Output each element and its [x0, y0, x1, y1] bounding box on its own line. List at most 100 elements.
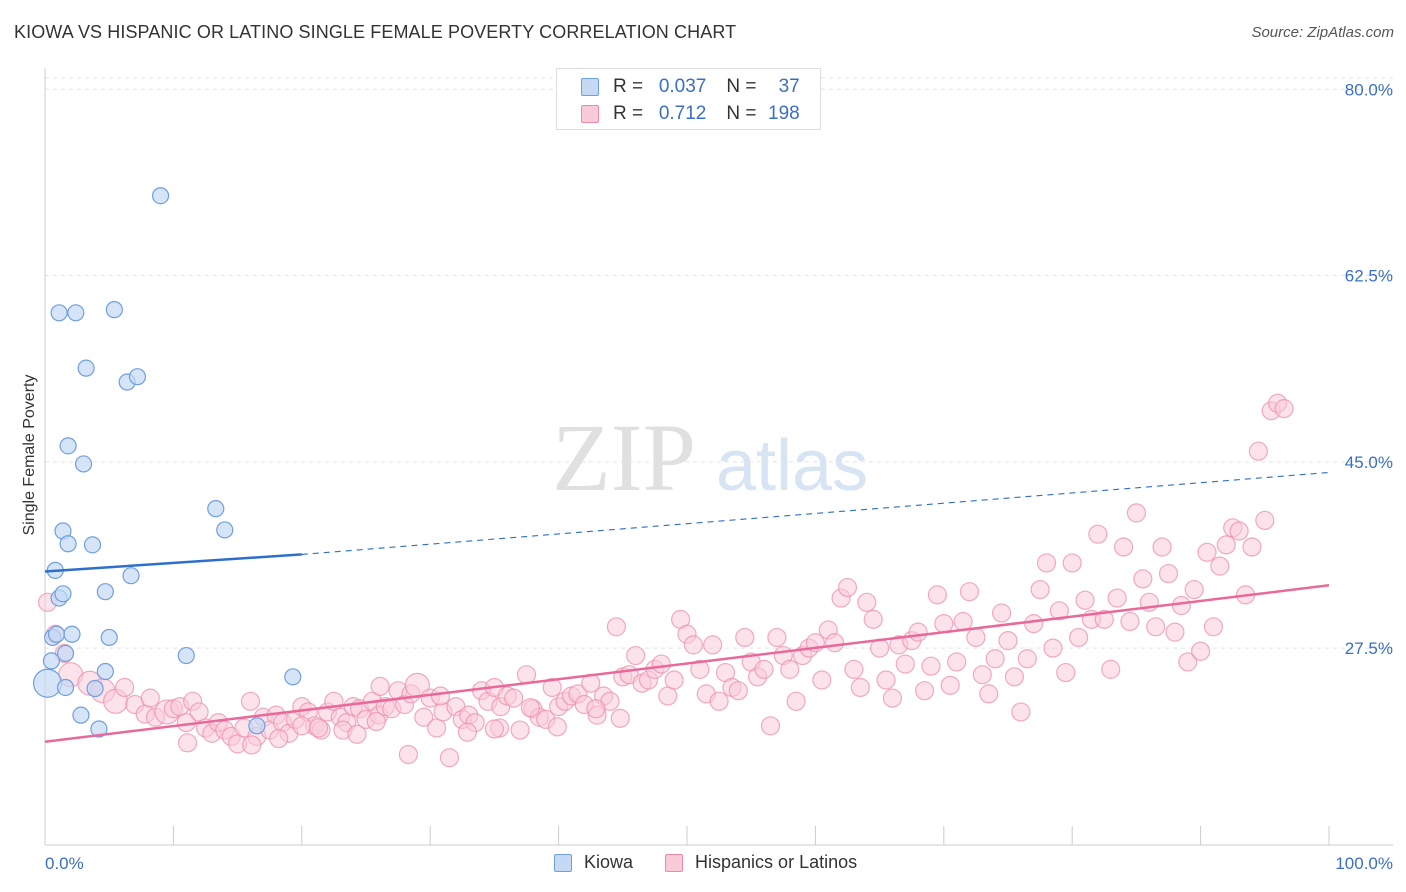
- legend-item-kiowa: Kiowa: [554, 852, 633, 873]
- kiowa-point: [151, 187, 170, 205]
- hispanic-point: [1004, 667, 1025, 687]
- hispanic-point: [1107, 588, 1127, 608]
- legend-swatch-kiowa: [581, 78, 599, 96]
- kiowa-point: [128, 368, 147, 386]
- hispanic-point: [882, 688, 903, 708]
- hispanic-point: [934, 614, 954, 634]
- hispanic-series-points: [37, 393, 1294, 768]
- watermark-atlas: atlas: [716, 426, 868, 506]
- hispanic-point: [542, 677, 562, 698]
- x-axis-tick-labels: 0.0% 100.0%: [45, 854, 1393, 873]
- hispanic-point: [953, 611, 973, 632]
- watermark-zip: ZIP: [552, 404, 696, 511]
- kiowa-point: [32, 668, 63, 698]
- legend-label-kiowa: Kiowa: [584, 852, 634, 872]
- hispanic-point: [1030, 579, 1050, 600]
- hispanic-point: [1024, 614, 1044, 634]
- legend-swatch-hispanic: [665, 853, 684, 872]
- hispanic-point: [1049, 601, 1069, 621]
- hispanic-point: [547, 717, 567, 737]
- x-axis-ticks: [44, 826, 1330, 845]
- hispanic-point: [427, 718, 447, 738]
- legend-row-kiowa: R = 0.037 N = 37: [581, 75, 800, 99]
- kiowa-point: [56, 644, 75, 663]
- hispanic-point: [366, 711, 386, 732]
- legend-swatch-kiowa: [554, 853, 572, 872]
- hispanic-point: [1203, 617, 1224, 637]
- series-legend: Kiowa Hispanics or Latinos: [554, 852, 889, 873]
- hispanic-point: [876, 670, 896, 690]
- hispanic-point: [998, 631, 1018, 651]
- trend-lines: [44, 471, 1330, 743]
- hispanic-point: [927, 585, 947, 605]
- hispanic-point: [812, 670, 832, 690]
- y-tick-label: 62.5%: [1345, 267, 1393, 286]
- hispanic-point: [1184, 579, 1204, 600]
- hispanic-point: [940, 675, 960, 695]
- axes: [44, 68, 1393, 846]
- kiowa-point: [47, 625, 66, 643]
- hispanic-point: [1036, 553, 1057, 573]
- hispanic-point: [947, 652, 967, 672]
- hispanic-point: [863, 609, 883, 629]
- hispanic-point: [1146, 617, 1166, 637]
- hispanic-point: [414, 707, 434, 727]
- kiowa-point: [122, 567, 140, 585]
- hispanic-point: [825, 633, 845, 653]
- hispanic-point: [1197, 542, 1217, 562]
- x-tick-label-max: 100.0%: [1335, 854, 1393, 873]
- kiowa-point: [284, 668, 302, 686]
- hispanic-point: [709, 691, 729, 711]
- legend-n-label: N =: [726, 76, 762, 97]
- hispanic-point: [1069, 627, 1089, 648]
- hispanic-point: [510, 720, 530, 740]
- hispanic-point: [430, 686, 451, 706]
- source-label: Source: ZipAtlas.com: [1251, 24, 1394, 41]
- kiowa-point: [83, 536, 102, 554]
- kiowa-point: [177, 646, 195, 665]
- hispanic-point: [269, 728, 289, 749]
- kiowa-point: [50, 304, 68, 322]
- hispanic-point: [664, 670, 684, 690]
- hispanic-point: [1158, 563, 1179, 584]
- x-tick-label-min: 0.0%: [45, 854, 84, 873]
- hispanic-point: [1043, 638, 1063, 658]
- hispanic-point: [1165, 622, 1185, 642]
- kiowa-point: [86, 679, 104, 698]
- hispanic-point: [1248, 441, 1268, 461]
- kiowa-point: [74, 455, 93, 473]
- hispanic-point: [735, 627, 755, 648]
- hispanic-point: [1229, 521, 1249, 541]
- hispanic-point: [908, 622, 928, 642]
- kiowa-series-points: [32, 187, 302, 738]
- kiowa-point: [96, 583, 114, 601]
- kiowa-point: [248, 717, 266, 735]
- kiowa-point: [59, 535, 77, 553]
- hispanic-point: [398, 744, 418, 765]
- hispanic-point: [837, 577, 858, 598]
- hispanic-point: [1017, 649, 1037, 669]
- hispanic-point: [308, 718, 329, 738]
- hispanic-point: [140, 688, 160, 708]
- legend-r-label: R =: [613, 103, 649, 124]
- hispanic-point: [484, 719, 504, 739]
- hispanic-point: [690, 659, 710, 679]
- y-axis-tick-labels: 27.5% 45.0% 62.5% 80.0%: [1345, 80, 1393, 658]
- hispanic-point: [966, 627, 986, 648]
- hispanic-point: [1171, 595, 1191, 616]
- hispanic-point: [844, 659, 864, 679]
- hispanic-point: [1094, 609, 1114, 629]
- y-tick-label: 45.0%: [1345, 453, 1393, 472]
- hispanic-point: [516, 665, 537, 685]
- kiowa-point: [67, 304, 85, 322]
- hispanic-point: [1255, 510, 1275, 530]
- hispanic-point: [504, 688, 524, 708]
- hispanic-point: [626, 645, 646, 666]
- hispanic-point: [658, 686, 678, 706]
- hispanic-point: [850, 677, 870, 698]
- hispanic-point: [606, 617, 626, 637]
- gridlines: [45, 77, 1393, 649]
- hispanic-point: [985, 649, 1005, 669]
- y-tick-label: 27.5%: [1345, 639, 1393, 658]
